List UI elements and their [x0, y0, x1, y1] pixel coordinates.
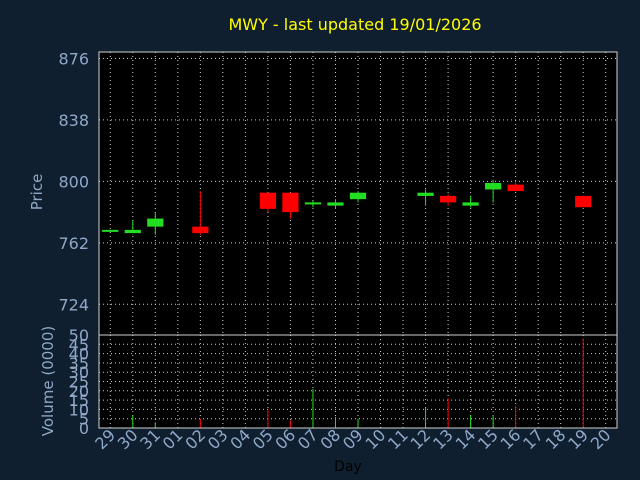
candle-body: [282, 192, 299, 213]
volume-axis-label: Volume (0000): [39, 326, 57, 436]
price-tick-label: 800: [58, 172, 89, 191]
price-tick-label: 724: [58, 295, 89, 314]
volume-plot-border: [98, 334, 618, 429]
volume-tick-label: 0: [79, 419, 89, 438]
candle-body: [304, 202, 322, 205]
x-tick-label: 20: [587, 425, 615, 453]
candle-body: [192, 226, 209, 234]
candle-body: [507, 184, 524, 192]
volume-tick-label: 20: [69, 382, 89, 401]
price-tick-label: 876: [58, 49, 89, 68]
candle-body: [349, 192, 367, 200]
x-axis-label: Day: [334, 459, 362, 475]
volume-tick-label: 10: [69, 400, 89, 419]
candle-body: [462, 202, 479, 206]
price-plot: 876 838 800 762 724: [58, 49, 618, 336]
volume-tick-label: 25: [69, 373, 89, 392]
candle-body: [575, 195, 592, 208]
price-axis-label: Price: [28, 174, 46, 211]
candle-body: [147, 218, 164, 227]
price-tick-label: 838: [58, 111, 89, 130]
volume-tick-label: 15: [69, 391, 89, 410]
price-tick-label: 762: [58, 234, 89, 253]
candle-body: [439, 195, 457, 203]
candle-body: [417, 192, 434, 196]
candle-body: [124, 229, 141, 234]
volume-tick-label: 40: [69, 345, 89, 364]
candle-body: [259, 192, 277, 209]
candle-body: [327, 202, 344, 206]
candle-body: [102, 229, 119, 232]
volume-tick-label: 5: [79, 410, 89, 429]
volume-tick-label: 30: [69, 363, 89, 382]
volume-tick-label: 45: [69, 335, 89, 354]
chart-title: MWY - last updated 19/01/2026: [228, 15, 481, 34]
volume-plot-background: [99, 335, 617, 428]
volume-tick-label: 35: [69, 354, 89, 373]
volume-tick-label: 50: [69, 326, 89, 345]
candle-body: [485, 182, 502, 190]
